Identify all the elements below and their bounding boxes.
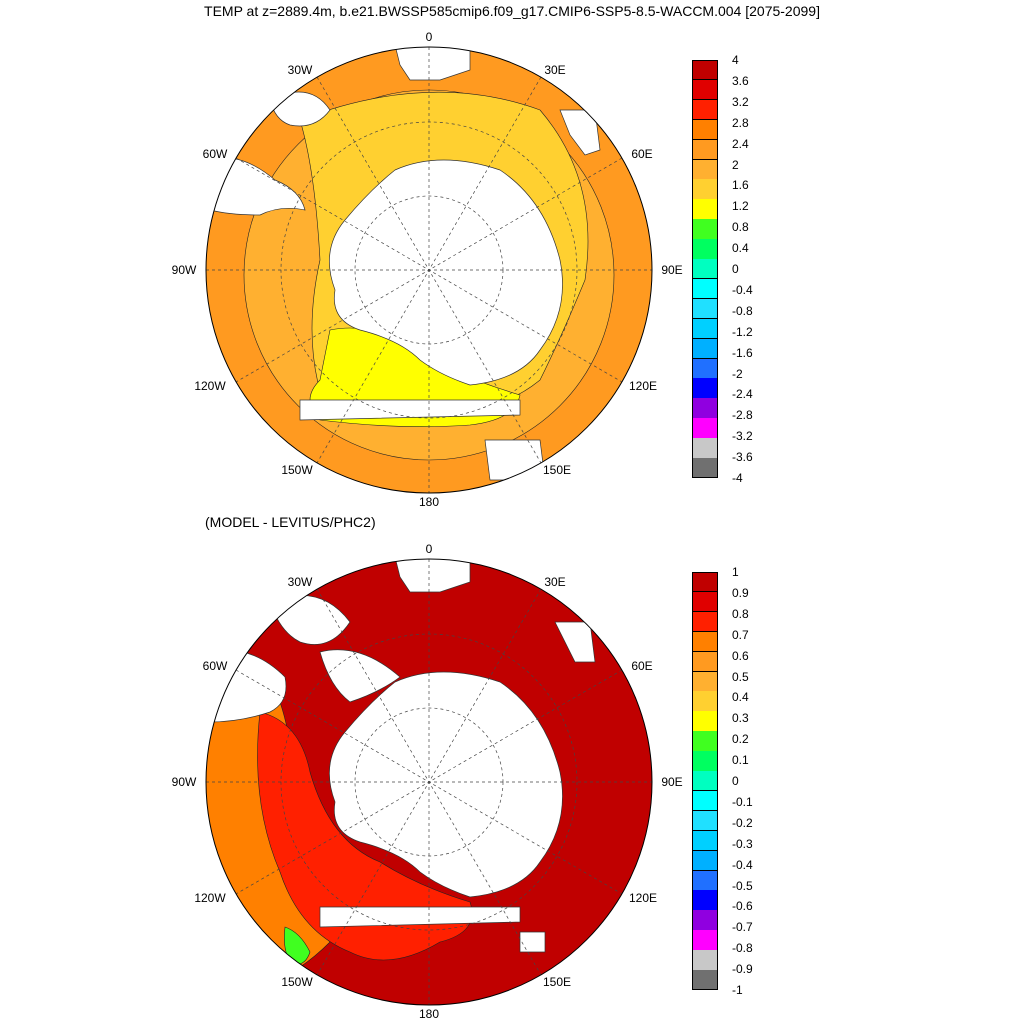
colorbar-tick-label: 0.4 xyxy=(732,690,749,705)
colorbar-tick-label: 4 xyxy=(732,53,739,67)
top-lon-90w: 90W xyxy=(172,263,197,277)
bottom-green-anomaly xyxy=(284,926,311,965)
colorbar-tick-label: 0.7 xyxy=(732,627,749,642)
colorbar-tick-label: 0 xyxy=(732,262,739,276)
top-graticule xyxy=(206,47,652,493)
colorbar-tick-label: -0.8 xyxy=(732,303,753,318)
colorbar-tick-label: 0.8 xyxy=(732,220,749,235)
colorbar-tick-label: -0.9 xyxy=(732,962,753,977)
top-lon-120w: 120W xyxy=(194,379,226,393)
bottom-lon-120w: 120W xyxy=(194,891,226,905)
bottom-lon-180: 180 xyxy=(419,1007,439,1021)
top-land-south-strip xyxy=(299,399,521,421)
colorbar-tick-label: -1 xyxy=(732,983,743,997)
colorbar-tick-label: -0.4 xyxy=(732,857,753,872)
colorbar-frame xyxy=(692,60,718,478)
colorbar-tick-label: 2 xyxy=(732,157,739,172)
colorbar-tick-label: -0.8 xyxy=(732,941,753,956)
colorbar-tick-label: 0.5 xyxy=(732,669,749,684)
colorbar-frame xyxy=(692,572,718,990)
bottom-colorbar xyxy=(692,572,718,991)
top-land-antarctica xyxy=(329,159,563,386)
bottom-land-coast xyxy=(319,649,401,703)
colorbar-tick-label: 1.6 xyxy=(732,178,749,193)
bottom-lon-30w: 30W xyxy=(288,575,313,589)
colorbar-tick-label: 3.6 xyxy=(732,73,749,88)
colorbar-tick-label: 2.4 xyxy=(732,136,749,151)
bottom-lon-90w: 90W xyxy=(172,775,197,789)
difference-subtitle: (MODEL - LEVITUS/PHC2) xyxy=(205,514,376,530)
colorbar-tick-label: 0.8 xyxy=(732,606,749,621)
colorbar-tick-label: -2 xyxy=(732,366,743,381)
top-lon-30e: 30E xyxy=(544,63,565,77)
plot-title: TEMP at z=2889.4m, b.e21.BWSSP585cmip6.f… xyxy=(204,3,820,19)
bottom-lon-150e: 150E xyxy=(543,975,571,989)
colorbar-tick-label: 0.1 xyxy=(732,753,749,768)
colorbar-tick-label: 3.2 xyxy=(732,94,749,109)
top-land-south-america xyxy=(206,157,306,216)
colorbar-tick-label: 1.2 xyxy=(732,199,749,214)
colorbar-tick-label: 0.4 xyxy=(732,241,749,256)
colorbar-tick-label: -0.6 xyxy=(732,899,753,914)
bottom-map-border xyxy=(205,558,653,1006)
top-colorbar xyxy=(692,60,718,479)
top-lon-150e: 150E xyxy=(543,463,571,477)
top-lon-60w: 60W xyxy=(203,147,228,161)
colorbar-tick-label: 1 xyxy=(732,565,739,579)
top-lon-180: 180 xyxy=(419,495,439,509)
colorbar-tick-label: -1.2 xyxy=(732,324,753,339)
top-lon-60e: 60E xyxy=(631,147,652,161)
top-lon-90e: 90E xyxy=(661,263,682,277)
top-land-atlantic-patch xyxy=(269,91,331,127)
bottom-land-antarctica xyxy=(329,671,563,898)
bottom-lon-0: 0 xyxy=(426,542,433,556)
colorbar-tick-label: -0.7 xyxy=(732,920,753,935)
colorbar-tick-label: 0.9 xyxy=(732,585,749,600)
bottom-lon-30e: 30E xyxy=(544,575,565,589)
bottom-lon-60w: 60W xyxy=(203,659,228,673)
colorbar-tick-label: -2.8 xyxy=(732,408,753,423)
bottom-land-south-strip xyxy=(319,906,521,928)
colorbar-tick-label: -0.2 xyxy=(732,815,753,830)
colorbar-tick-label: -4 xyxy=(732,471,743,485)
top-land-north-patch xyxy=(394,47,471,81)
top-map-border xyxy=(205,46,653,494)
bottom-land-north-patch xyxy=(394,559,471,593)
bottom-land-east-patch xyxy=(554,621,596,663)
colorbar-tick-label: 0.3 xyxy=(732,711,749,726)
bottom-lon-150w: 150W xyxy=(281,975,313,989)
top-polar-map: 0 30W 30E 60W 60E 90W 90E 120W 120E 150W… xyxy=(172,30,683,509)
colorbar-tick-label: -0.5 xyxy=(732,878,753,893)
bottom-red-region xyxy=(257,711,473,961)
bottom-graticule xyxy=(206,559,652,1005)
top-lon-120e: 120E xyxy=(629,379,657,393)
colorbar-tick-label: -3.6 xyxy=(732,450,753,465)
bottom-polar-map: 0 30W 30E 60W 60E 90W 90E 120W 120E 150W… xyxy=(172,542,683,1021)
bottom-lon-90e: 90E xyxy=(661,775,682,789)
top-land-south-patch xyxy=(484,439,546,481)
top-lon-0: 0 xyxy=(426,30,433,44)
colorbar-tick-label: 2.8 xyxy=(732,115,749,130)
bottom-lon-60e: 60E xyxy=(631,659,652,673)
colorbar-tick-label: 0 xyxy=(732,774,739,788)
colorbar-tick-label: -1.6 xyxy=(732,345,753,360)
colorbar-tick-label: -0.1 xyxy=(732,794,753,809)
top-lon-150w: 150W xyxy=(281,463,313,477)
colorbar-tick-label: -0.3 xyxy=(732,836,753,851)
top-lon-30w: 30W xyxy=(288,63,313,77)
colorbar-tick-label: 0.6 xyxy=(732,648,749,663)
colorbar-tick-label: 0.2 xyxy=(732,732,749,747)
bottom-lon-120e: 120E xyxy=(629,891,657,905)
colorbar-tick-label: -2.4 xyxy=(732,387,753,402)
colorbar-tick-label: -3.2 xyxy=(732,429,753,444)
colorbar-tick-label: -0.4 xyxy=(732,282,753,297)
bottom-land-south-patch xyxy=(519,931,546,953)
